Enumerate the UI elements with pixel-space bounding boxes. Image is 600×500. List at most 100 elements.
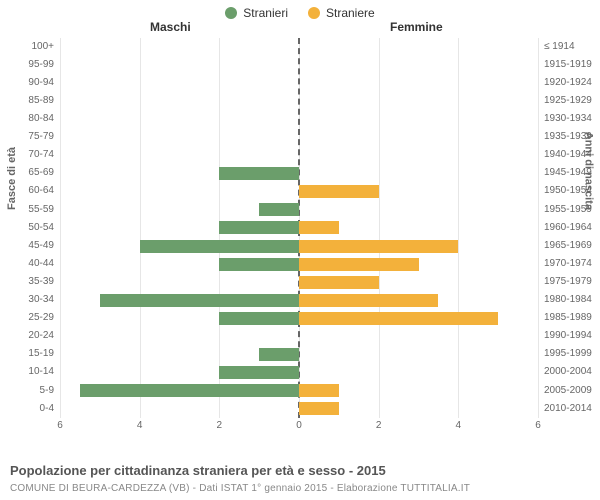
age-row [60, 400, 538, 418]
age-row [60, 147, 538, 165]
birth-label: 1995-1999 [538, 348, 594, 359]
bar-male [80, 384, 299, 397]
birth-label: 1915-1919 [538, 59, 594, 70]
birth-label: 1985-1989 [538, 312, 594, 323]
age-label: 0-4 [6, 403, 60, 421]
x-tick: 6 [57, 420, 63, 431]
bar-male [219, 167, 299, 180]
birth-label: 1945-1949 [538, 167, 594, 178]
bar-female [299, 185, 379, 198]
bar-male [219, 312, 299, 325]
bar-male [140, 240, 299, 253]
age-row [60, 128, 538, 146]
birth-label: 2010-2014 [538, 403, 594, 414]
pyramid-chart: Stranieri Straniere Maschi Femmine Fasce… [0, 0, 600, 500]
age-row [60, 183, 538, 201]
birth-label: 1925-1929 [538, 95, 594, 106]
birth-label: 1930-1934 [538, 113, 594, 124]
age-label: 25-29 [6, 312, 60, 330]
x-tick: 6 [535, 420, 541, 431]
bar-female [299, 312, 498, 325]
age-label: 5-9 [6, 385, 60, 403]
bar-female [299, 240, 458, 253]
age-row [60, 364, 538, 382]
age-label: 80-84 [6, 113, 60, 131]
bar-male [219, 258, 299, 271]
birth-label: 1935-1939 [538, 131, 594, 142]
age-row [60, 346, 538, 364]
plot-area: 100+≤ 191495-991915-191990-941920-192485… [60, 38, 538, 418]
age-label: 75-79 [6, 131, 60, 149]
chart-title: Popolazione per cittadinanza straniera p… [10, 463, 386, 478]
age-label: 40-44 [6, 258, 60, 276]
birth-label: 1920-1924 [538, 77, 594, 88]
bar-female [299, 221, 339, 234]
age-row [60, 92, 538, 110]
bar-female [299, 402, 339, 415]
swatch-female [308, 7, 320, 19]
age-label: 70-74 [6, 149, 60, 167]
x-axis: 6 4 2 0 2 4 6 [60, 418, 538, 436]
birth-label: 1950-1954 [538, 185, 594, 196]
column-headers: Maschi Femmine [0, 20, 600, 38]
age-label: 10-14 [6, 366, 60, 384]
birth-label: 1975-1979 [538, 276, 594, 287]
bar-female [299, 384, 339, 397]
bar-male [219, 366, 299, 379]
legend: Stranieri Straniere [0, 0, 600, 20]
birth-label: 1960-1964 [538, 222, 594, 233]
age-label: 35-39 [6, 276, 60, 294]
age-row [60, 273, 538, 291]
legend-item-female: Straniere [308, 6, 375, 20]
birth-label: 1990-1994 [538, 330, 594, 341]
legend-item-male: Stranieri [225, 6, 288, 20]
birth-label: ≤ 1914 [538, 41, 594, 52]
age-row [60, 38, 538, 56]
birth-label: 1970-1974 [538, 258, 594, 269]
age-label: 55-59 [6, 204, 60, 222]
age-row [60, 56, 538, 74]
bar-male [219, 221, 299, 234]
x-tick: 2 [376, 420, 382, 431]
age-row [60, 309, 538, 327]
chart-subtitle: COMUNE DI BEURA-CARDEZZA (VB) - Dati IST… [10, 483, 470, 494]
age-row [60, 74, 538, 92]
x-tick: 4 [137, 420, 143, 431]
age-row [60, 328, 538, 346]
age-row [60, 165, 538, 183]
age-row [60, 201, 538, 219]
age-label: 85-89 [6, 95, 60, 113]
age-label: 60-64 [6, 185, 60, 203]
age-row [60, 255, 538, 273]
bar-female [299, 294, 438, 307]
bar-male [259, 203, 299, 216]
age-row [60, 110, 538, 128]
birth-label: 2000-2004 [538, 366, 594, 377]
swatch-male [225, 7, 237, 19]
age-row [60, 219, 538, 237]
birth-label: 1940-1944 [538, 149, 594, 160]
x-tick: 2 [217, 420, 223, 431]
birth-label: 1980-1984 [538, 294, 594, 305]
age-label: 65-69 [6, 167, 60, 185]
legend-label-female: Straniere [326, 6, 375, 20]
age-label: 95-99 [6, 59, 60, 77]
age-row [60, 382, 538, 400]
age-label: 30-34 [6, 294, 60, 312]
birth-label: 2005-2009 [538, 385, 594, 396]
bar-female [299, 276, 379, 289]
age-label: 50-54 [6, 222, 60, 240]
legend-label-male: Stranieri [243, 6, 288, 20]
age-label: 45-49 [6, 240, 60, 258]
header-female: Femmine [390, 20, 443, 34]
age-label: 15-19 [6, 348, 60, 366]
age-label: 90-94 [6, 77, 60, 95]
bar-female [299, 258, 419, 271]
birth-label: 1965-1969 [538, 240, 594, 251]
x-tick: 0 [296, 420, 302, 431]
bar-male [100, 294, 299, 307]
birth-label: 1955-1959 [538, 204, 594, 215]
age-label: 20-24 [6, 330, 60, 348]
age-row [60, 237, 538, 255]
x-tick: 4 [456, 420, 462, 431]
